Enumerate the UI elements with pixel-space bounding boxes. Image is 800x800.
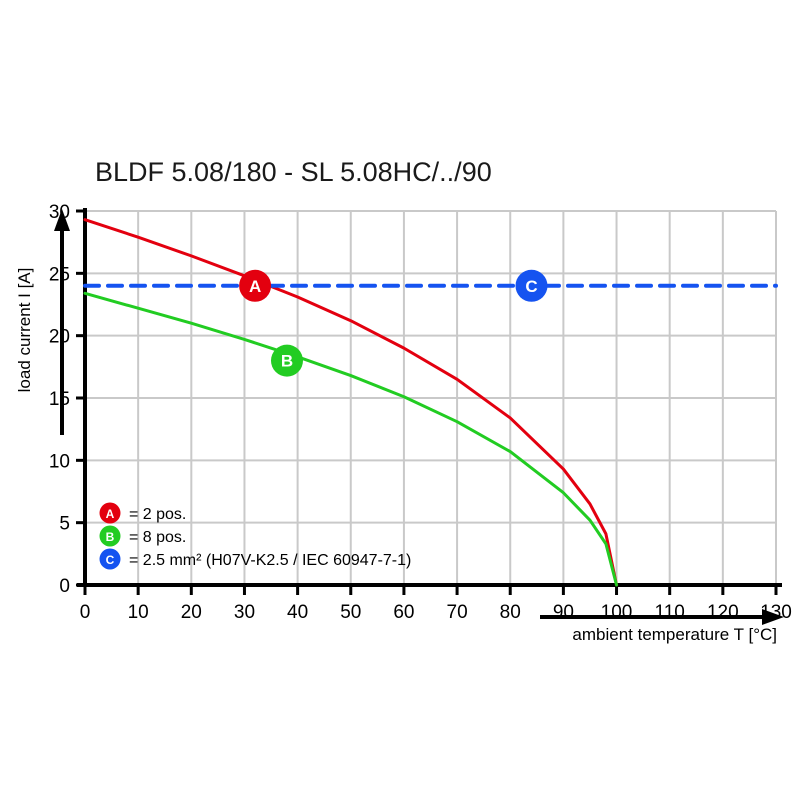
marker-circle-c [515,269,548,302]
y-axis-arrow-head [54,209,70,231]
marker-circle-b [270,344,303,377]
x-tick-label: 70 [447,602,468,623]
y-tick-label: 20 [49,327,70,348]
x-tick-label: 30 [234,602,255,623]
chart-legend: A = 2 pos. B = 8 pos. C = 2.5 mm² (H07V-K2.5 … [99,502,412,570]
data-series [83,218,778,587]
x-tick-label: 90 [553,602,574,623]
gridlines [84,210,777,585]
x-tick-label: 10 [128,602,149,623]
x-tick-label: 0 [80,602,91,623]
y-tick-label: 0 [59,576,70,597]
x-tick-label: 80 [500,602,521,623]
legend-item-a[interactable]: A = 2 pos. [99,502,187,524]
marker-circle-a [239,269,272,302]
marker-label-b: B [281,352,293,371]
data-markers: A B C [239,269,548,377]
series-line-a [83,218,619,587]
marker-a[interactable]: A [239,269,272,302]
x-tick-label: 110 [655,602,685,623]
x-axis-ticks: 0 10 20 30 40 50 60 70 80 90 100 110 120 130 [80,585,792,623]
x-axis-arrow-head [762,609,784,625]
marker-label-a: A [249,277,261,296]
x-tick-label: 100 [601,602,633,623]
y-tick-label: 10 [49,451,70,472]
legend-item-b[interactable]: B = 8 pos. [99,525,187,547]
y-tick-label: 15 [49,389,70,410]
x-tick-label: 50 [340,602,361,623]
legend-text-c: = 2.5 mm² (H07V-K2.5 / IEC 60947-7-1) [129,552,411,569]
x-axis-title: ambient temperature T [°C] [572,625,777,644]
legend-swatch-b [99,525,121,547]
marker-b[interactable]: B [270,344,303,377]
legend-swatch-label-a: A [106,507,115,521]
y-tick-label: 25 [49,264,70,285]
x-tick-label: 20 [181,602,202,623]
legend-text-a: = 2 pos. [129,506,186,523]
y-axis-title: load current I [A] [15,268,34,393]
x-tick-label: 120 [707,602,739,623]
legend-swatch-c [99,548,121,570]
x-tick-label: 40 [287,602,308,623]
legend-swatch-label-b: B [106,530,115,544]
marker-label-c: C [525,277,537,296]
legend-item-c[interactable]: C = 2.5 mm² (H07V-K2.5 / IEC 60947-7-1) [99,548,412,570]
x-tick-label: 60 [393,602,414,623]
legend-text-b: = 8 pos. [129,529,186,546]
y-tick-label: 5 [59,514,70,535]
page-title: BLDF 5.08/180 - SL 5.08HC/../90 [95,157,492,187]
series-line-b [83,291,619,587]
marker-c[interactable]: C [515,269,548,302]
legend-swatch-a [99,502,121,524]
legend-swatch-label-c: C [106,553,115,567]
axis-decorations: load current I [A] ambient temperature T … [15,209,784,644]
